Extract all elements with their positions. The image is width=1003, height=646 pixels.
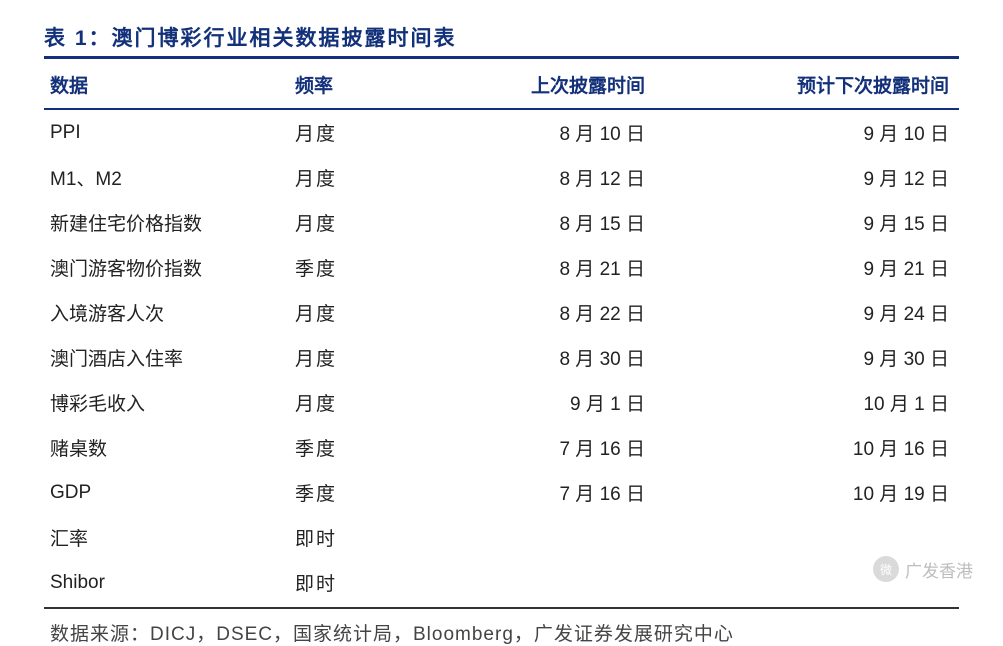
cell-data: 博彩毛收入 bbox=[50, 389, 295, 416]
cell-data: 入境游客人次 bbox=[50, 299, 295, 326]
cell-data: 澳门酒店入住率 bbox=[50, 344, 295, 371]
cell-data: GDP bbox=[50, 482, 295, 504]
table-row: M1、M2月度8 月 12 日9 月 12 日 bbox=[44, 155, 959, 200]
table-row: GDP季度7 月 16 日10 月 19 日 bbox=[44, 470, 959, 515]
cell-data: 新建住宅价格指数 bbox=[50, 209, 295, 236]
table-row: 博彩毛收入月度9 月 1 日10 月 1 日 bbox=[44, 380, 959, 425]
cell-data: PPI bbox=[50, 122, 295, 144]
table-row: 赌桌数季度7 月 16 日10 月 16 日 bbox=[44, 425, 959, 470]
wechat-icon: 微 bbox=[873, 556, 899, 582]
cell-data: 澳门游客物价指数 bbox=[50, 254, 295, 281]
cell-prev: 8 月 12 日 bbox=[405, 164, 665, 191]
cell-prev: 7 月 16 日 bbox=[405, 434, 665, 461]
table-row: Shibor即时 bbox=[44, 560, 959, 605]
cell-next: 10 月 19 日 bbox=[665, 479, 953, 506]
table-row: 澳门酒店入住率月度8 月 30 日9 月 30 日 bbox=[44, 335, 959, 380]
col-header-prev: 上次披露时间 bbox=[405, 71, 665, 98]
cell-freq: 季度 bbox=[295, 434, 405, 461]
cell-next: 10 月 1 日 bbox=[665, 389, 953, 416]
cell-freq: 月度 bbox=[295, 119, 405, 146]
page-container: 表 1：澳门博彩行业相关数据披露时间表 数据 频率 上次披露时间 预计下次披露时… bbox=[0, 0, 1003, 646]
cell-prev: 8 月 30 日 bbox=[405, 344, 665, 371]
cell-next: 9 月 21 日 bbox=[665, 254, 953, 281]
col-header-data: 数据 bbox=[50, 71, 295, 98]
cell-next: 9 月 12 日 bbox=[665, 164, 953, 191]
cell-next: 9 月 10 日 bbox=[665, 119, 953, 146]
cell-data: Shibor bbox=[50, 572, 295, 594]
cell-freq: 季度 bbox=[295, 479, 405, 506]
cell-next: 9 月 15 日 bbox=[665, 209, 953, 236]
cell-freq: 月度 bbox=[295, 209, 405, 236]
cell-freq: 即时 bbox=[295, 569, 405, 596]
cell-prev: 8 月 21 日 bbox=[405, 254, 665, 281]
table-title-row: 表 1：澳门博彩行业相关数据披露时间表 bbox=[44, 22, 959, 59]
cell-prev: 8 月 22 日 bbox=[405, 299, 665, 326]
cell-data: M1、M2 bbox=[50, 164, 295, 191]
cell-data: 汇率 bbox=[50, 524, 295, 551]
table-header-row: 数据 频率 上次披露时间 预计下次披露时间 bbox=[44, 59, 959, 110]
cell-data: 赌桌数 bbox=[50, 434, 295, 461]
table-row: 入境游客人次月度8 月 22 日9 月 24 日 bbox=[44, 290, 959, 335]
table-row: 汇率即时 bbox=[44, 515, 959, 560]
col-header-next: 预计下次披露时间 bbox=[665, 71, 953, 98]
table-body: PPI月度8 月 10 日9 月 10 日M1、M2月度8 月 12 日9 月 … bbox=[44, 110, 959, 605]
cell-freq: 月度 bbox=[295, 299, 405, 326]
cell-prev: 9 月 1 日 bbox=[405, 389, 665, 416]
watermark-text: 广发香港 bbox=[905, 557, 973, 582]
table-row: PPI月度8 月 10 日9 月 10 日 bbox=[44, 110, 959, 155]
table-title: 表 1：澳门博彩行业相关数据披露时间表 bbox=[44, 27, 457, 50]
cell-prev: 7 月 16 日 bbox=[405, 479, 665, 506]
watermark: 微 广发香港 bbox=[873, 556, 973, 582]
cell-prev: 8 月 10 日 bbox=[405, 119, 665, 146]
table-row: 澳门游客物价指数季度8 月 21 日9 月 21 日 bbox=[44, 245, 959, 290]
table-row: 新建住宅价格指数月度8 月 15 日9 月 15 日 bbox=[44, 200, 959, 245]
cell-next: 10 月 16 日 bbox=[665, 434, 953, 461]
cell-next: 9 月 30 日 bbox=[665, 344, 953, 371]
col-header-freq: 频率 bbox=[295, 71, 405, 98]
cell-freq: 月度 bbox=[295, 389, 405, 416]
cell-freq: 月度 bbox=[295, 164, 405, 191]
table-source: 数据来源：DICJ，DSEC，国家统计局，Bloomberg，广发证券发展研究中… bbox=[44, 609, 959, 646]
cell-next: 9 月 24 日 bbox=[665, 299, 953, 326]
cell-freq: 季度 bbox=[295, 254, 405, 281]
cell-freq: 即时 bbox=[295, 524, 405, 551]
cell-freq: 月度 bbox=[295, 344, 405, 371]
cell-prev: 8 月 15 日 bbox=[405, 209, 665, 236]
